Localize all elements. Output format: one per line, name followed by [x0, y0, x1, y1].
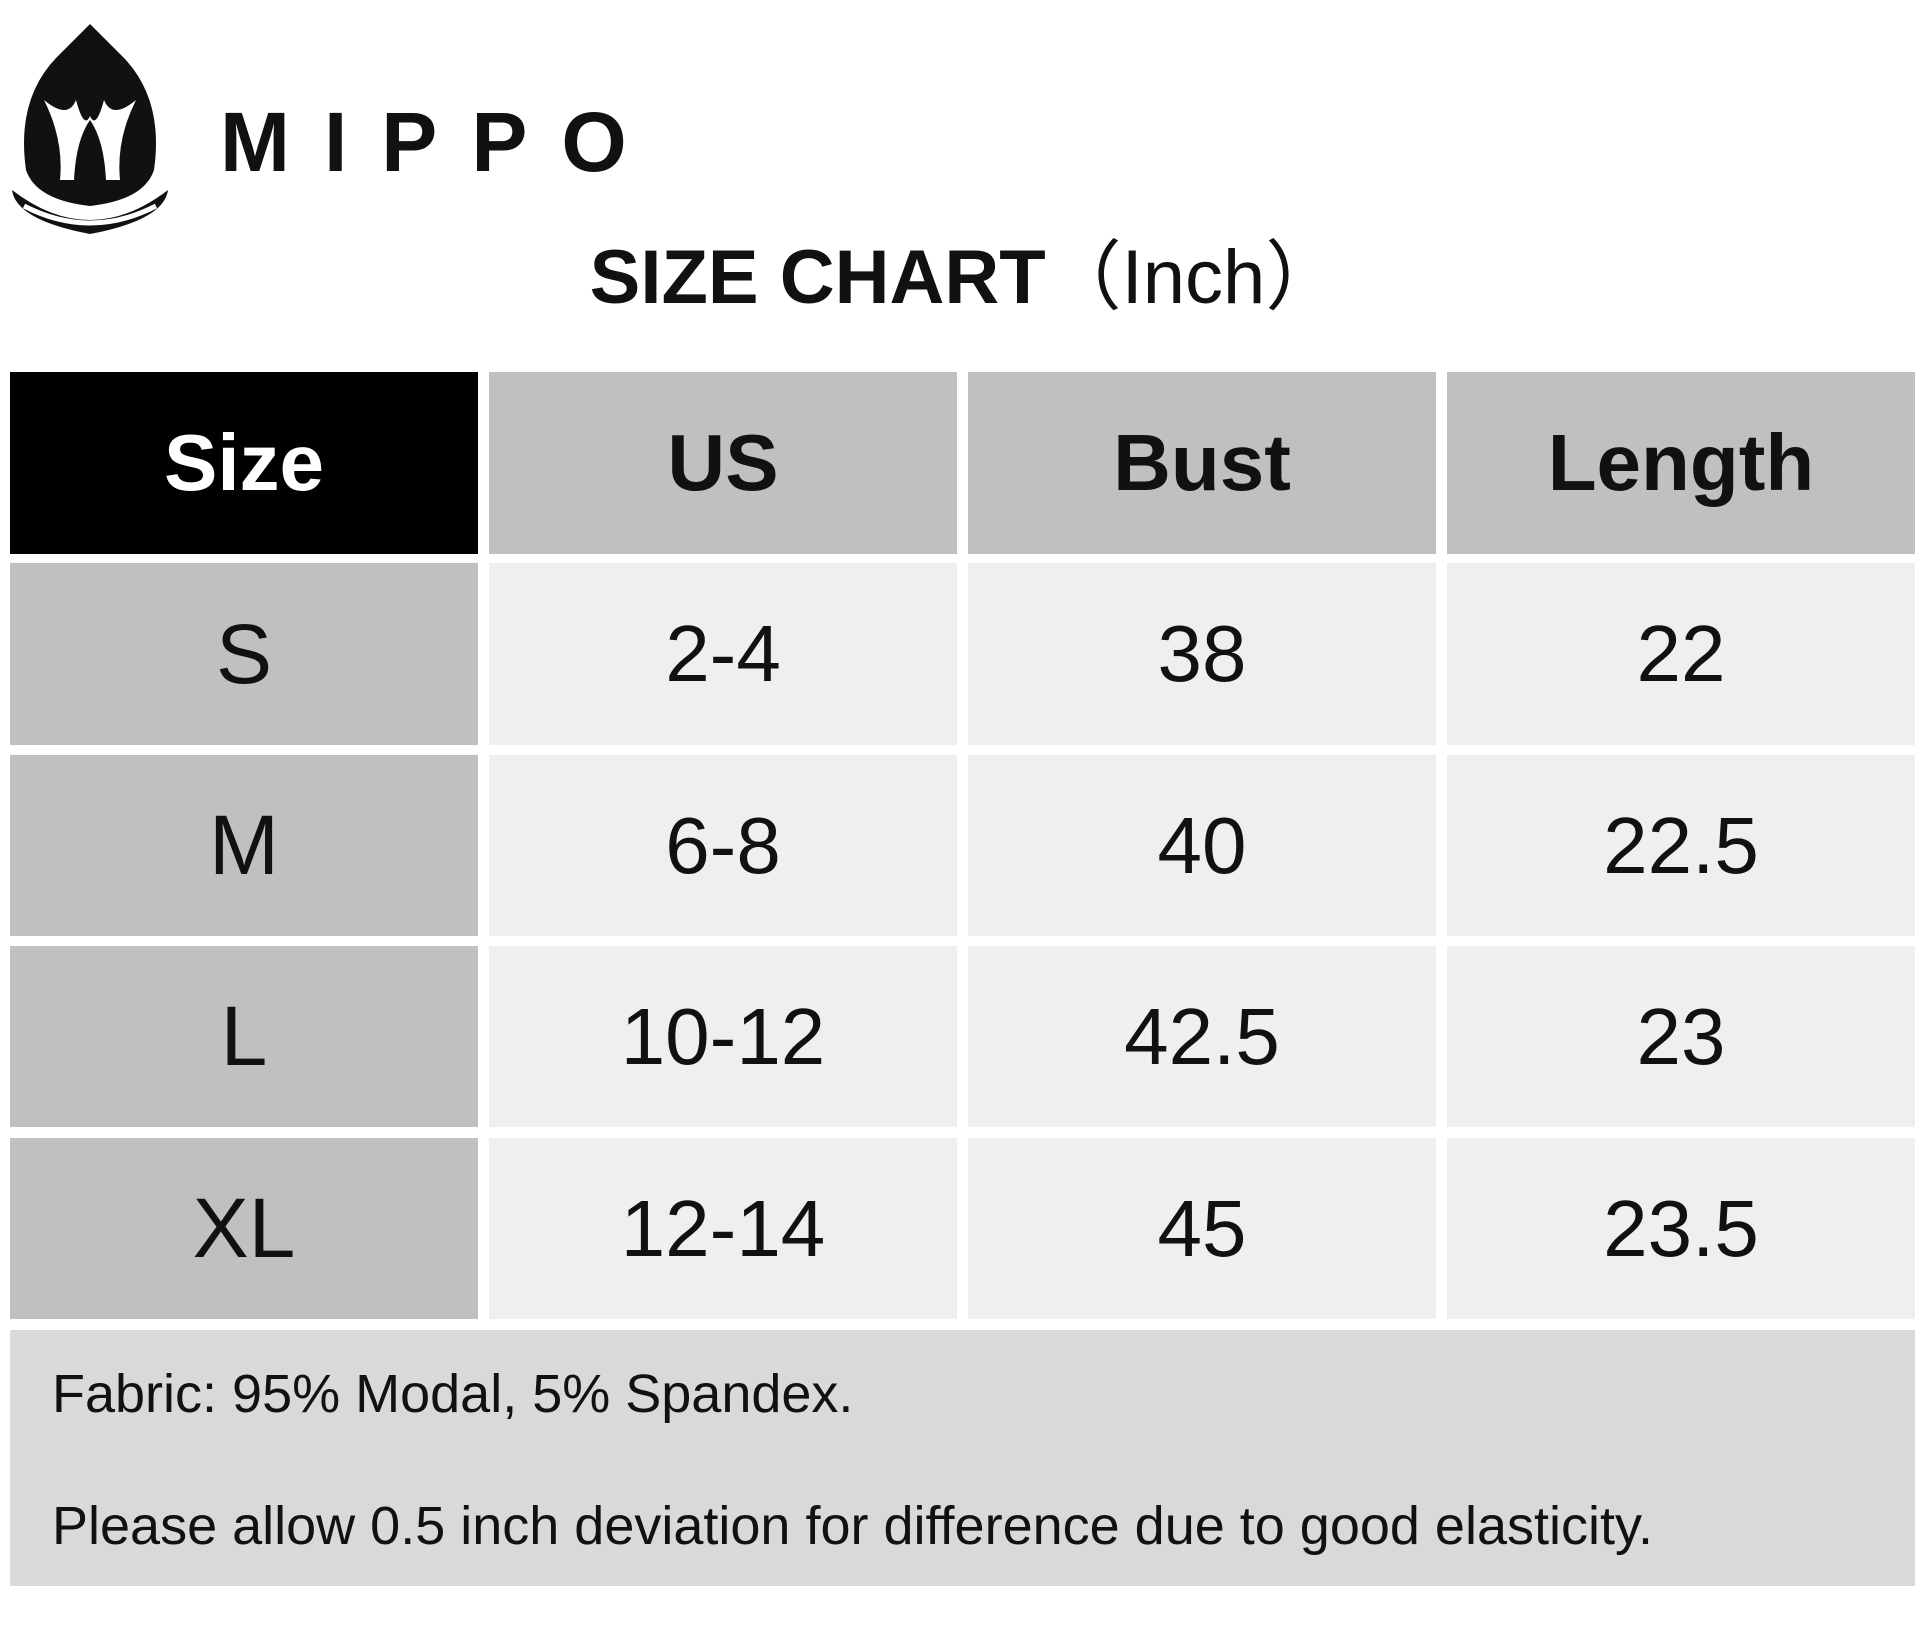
- table-cell: 42.5: [968, 946, 1436, 1127]
- table-cell: 12-14: [489, 1138, 957, 1319]
- table-cell: 22.5: [1447, 755, 1915, 936]
- note: Fabric: 95% Modal, 5% Spandex.: [52, 1364, 854, 1424]
- size-label: S: [10, 563, 478, 745]
- column-header: US: [489, 372, 957, 554]
- table-cell: 23: [1447, 946, 1915, 1127]
- logo-icon: [12, 24, 168, 234]
- title-unit: （Inch）: [1045, 235, 1342, 320]
- size-label: M: [10, 755, 478, 936]
- table-cell: 40: [968, 755, 1436, 936]
- table-cell: 38: [968, 563, 1436, 745]
- column-header: Length: [1447, 372, 1915, 554]
- table-cell: 23.5: [1447, 1138, 1915, 1319]
- column-header: Size: [10, 372, 478, 554]
- size-label: XL: [10, 1138, 478, 1319]
- size-label: L: [10, 946, 478, 1127]
- column-header: Bust: [968, 372, 1436, 554]
- table-cell: 2-4: [489, 563, 957, 745]
- table-cell: 10-12: [489, 946, 957, 1127]
- table-cell: 22: [1447, 563, 1915, 745]
- table-cell: 45: [968, 1138, 1436, 1319]
- note: Please allow 0.5 inch deviation for diff…: [52, 1496, 1653, 1556]
- title: SIZE CHART（Inch）: [0, 236, 1931, 320]
- brand: MIPPO: [220, 95, 661, 189]
- table-cell: 6-8: [489, 755, 957, 936]
- notes: Fabric: 95% Modal, 5% Spandex. Please al…: [10, 1330, 1915, 1586]
- title-main: SIZE CHART: [589, 235, 1046, 320]
